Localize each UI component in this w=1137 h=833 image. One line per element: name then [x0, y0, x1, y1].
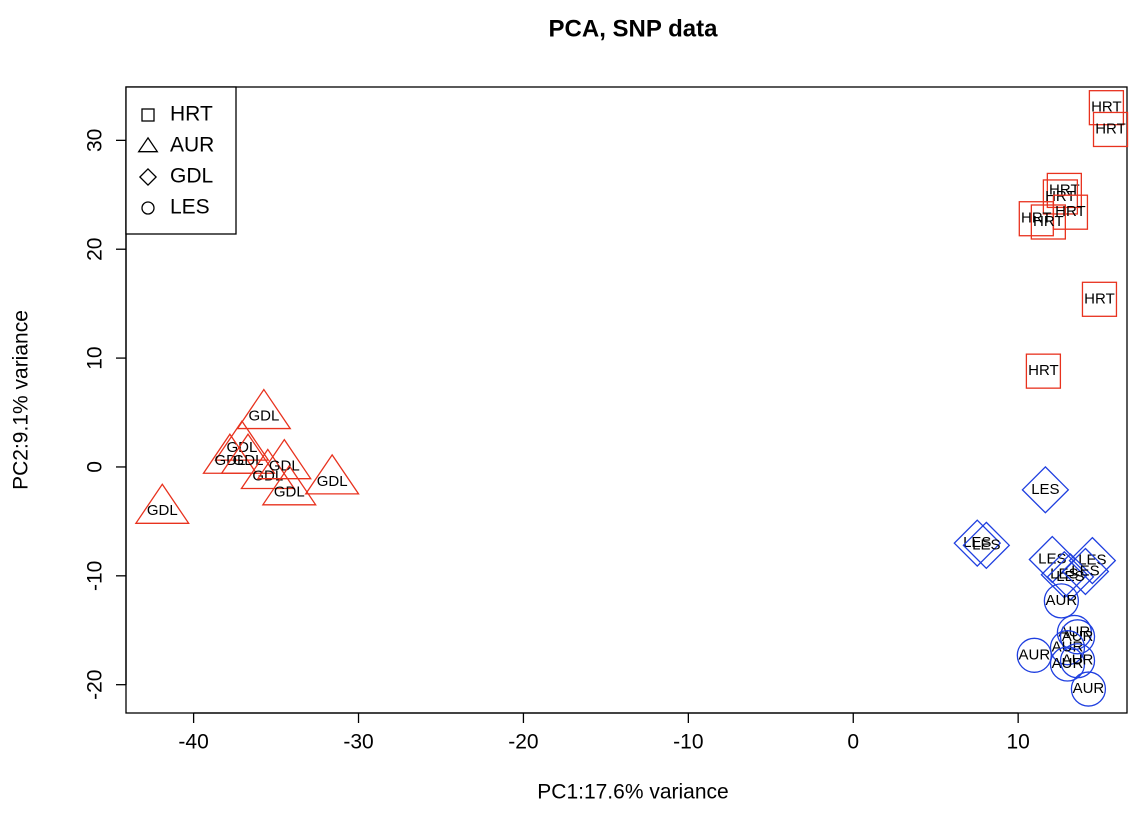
- point-square: [1030, 204, 1066, 240]
- x-axis-label: PC1:17.6% variance: [537, 781, 728, 804]
- point-diamond: [953, 519, 1002, 568]
- point-triangle: [220, 433, 276, 474]
- point-circle: [1043, 583, 1080, 619]
- point-circle: [1056, 614, 1093, 651]
- point-diamond: [1061, 547, 1110, 596]
- point-circle: [1059, 643, 1096, 679]
- legend-label: HRT: [170, 103, 213, 126]
- legend-symbol: [137, 136, 159, 153]
- point-label: HRT: [1084, 290, 1115, 307]
- chart-title: PCA, SNP data: [549, 15, 719, 42]
- x-tick-label: -30: [343, 731, 373, 754]
- point-label: HRT: [1033, 213, 1064, 230]
- point-label: LES: [972, 536, 1000, 553]
- point-triangle: [236, 388, 292, 430]
- point-circle: [1016, 637, 1052, 673]
- point-label: HRT: [1055, 203, 1086, 220]
- point-label: HRT: [1049, 181, 1080, 198]
- x-tick-label: -20: [508, 731, 538, 754]
- point-square: [1092, 111, 1129, 148]
- point-label: AUR: [1062, 628, 1094, 645]
- point-label: LES: [1031, 481, 1059, 498]
- point-label: GDL: [233, 452, 264, 469]
- point-diamond: [1046, 553, 1095, 601]
- legend-box: [125, 86, 237, 235]
- point-diamond: [1068, 536, 1117, 585]
- x-tick-label: -40: [178, 731, 208, 754]
- x-tick-label: 0: [847, 731, 859, 754]
- point-diamond: [962, 521, 1011, 570]
- point-square: [1042, 179, 1079, 215]
- point-label: HRT: [1021, 210, 1052, 227]
- y-tick-label: 10: [84, 346, 107, 369]
- point-label: AUR: [1062, 652, 1094, 669]
- legend-symbol: [141, 201, 155, 215]
- legend-label: GDL: [170, 165, 213, 188]
- point-label: GDL: [317, 473, 348, 490]
- x-tick-label: -10: [673, 731, 703, 754]
- y-tick-label: -20: [84, 670, 107, 700]
- point-label: GDL: [252, 467, 283, 484]
- point-triangle: [304, 453, 360, 495]
- point-square: [1081, 281, 1118, 317]
- y-tick-label: -10: [84, 561, 107, 591]
- point-label: LES: [1038, 550, 1066, 567]
- point-square: [1018, 201, 1054, 237]
- legend-symbol: [141, 108, 155, 122]
- point-label: HRT: [1045, 188, 1076, 205]
- y-axis-label: PC2:9.1% variance: [10, 310, 33, 490]
- point-circle: [1070, 671, 1107, 707]
- point-label: AUR: [1073, 680, 1105, 697]
- legend-label: LES: [170, 196, 210, 219]
- point-label: GDL: [147, 502, 178, 519]
- point-square: [1046, 172, 1082, 209]
- point-triangle: [214, 419, 270, 461]
- point-label: HRT: [1028, 362, 1059, 379]
- point-label: GDL: [274, 484, 305, 501]
- legend-symbol: [138, 167, 158, 187]
- point-square: [1088, 90, 1125, 126]
- point-circle: [1049, 630, 1086, 666]
- x-tick-label: 10: [1006, 731, 1029, 754]
- y-tick-label: 0: [84, 461, 107, 473]
- point-triangle: [261, 464, 317, 506]
- legend-label: AUR: [170, 134, 214, 157]
- point-diamond: [1040, 550, 1089, 599]
- point-label: GDL: [227, 439, 258, 456]
- point-diamond: [1021, 465, 1070, 514]
- point-triangle: [240, 448, 296, 490]
- point-label: HRT: [1095, 120, 1126, 137]
- plot-frame: [125, 86, 1128, 714]
- point-circle: [1059, 619, 1096, 655]
- point-square: [1025, 353, 1062, 389]
- point-label: HRT: [1091, 99, 1122, 116]
- point-triangle: [134, 483, 190, 524]
- y-tick-label: 30: [84, 129, 107, 152]
- point-label: AUR: [1046, 592, 1078, 609]
- point-label: AUR: [1018, 646, 1050, 663]
- point-triangle: [256, 438, 312, 480]
- point-label: LES: [1071, 562, 1099, 579]
- point-label: AUR: [1052, 655, 1084, 672]
- y-tick-label: 20: [84, 238, 107, 261]
- point-label: GDL: [248, 407, 279, 424]
- point-label: LES: [1078, 552, 1106, 569]
